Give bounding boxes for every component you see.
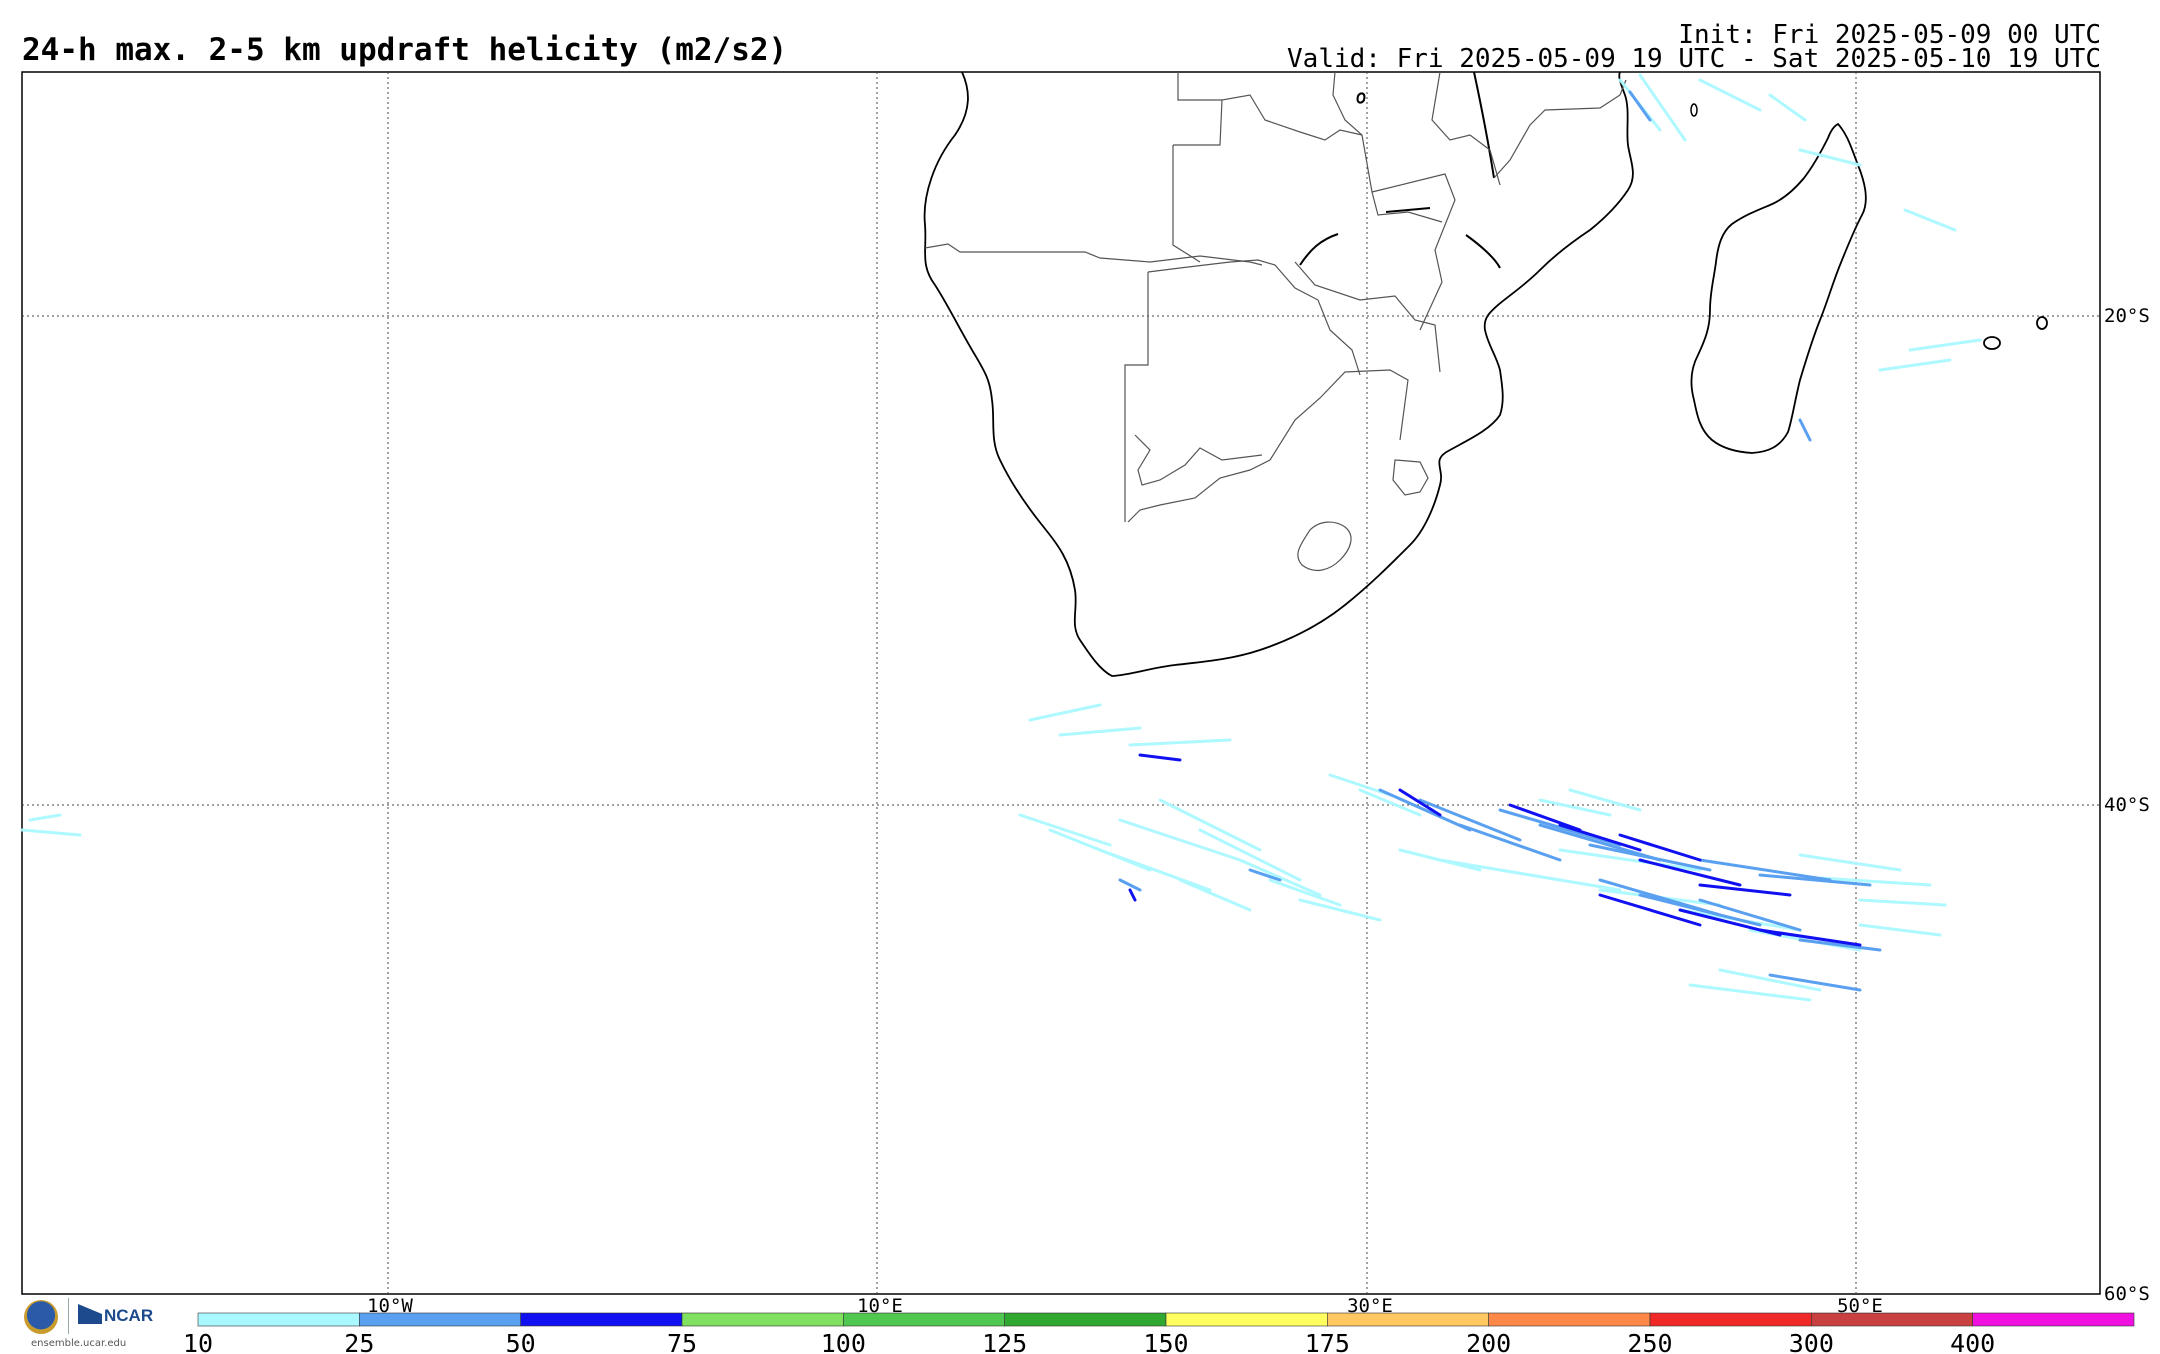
lon-label-10w: 10°W	[367, 1295, 413, 1317]
colorbar-swatch	[359, 1312, 521, 1327]
colorbar-tick-label: 75	[667, 1329, 697, 1354]
colorbar: 10 25 50 75 100 125 150 175 200 250 300 400	[183, 1312, 2135, 1354]
comoros-island	[1690, 103, 1698, 117]
lon-label-30e: 30°E	[1347, 1295, 1393, 1317]
nsf-logo-icon	[24, 1300, 58, 1334]
colorbar-swatch	[1649, 1312, 1812, 1327]
map-title: 24-h max. 2-5 km updraft helicity (m2/s2…	[22, 32, 788, 68]
ncar-logo-icon	[78, 1304, 102, 1324]
lat-label-20s: 20°S	[2104, 305, 2150, 327]
colorbar-swatch	[197, 1312, 360, 1327]
reunion-island	[1983, 336, 2001, 350]
lat-labels: 20°S 40°S 60°S	[2104, 305, 2150, 1305]
lon-labels: 10°W 10°E 30°E 50°E	[367, 1295, 1883, 1317]
lat-label-40s: 40°S	[2104, 794, 2150, 816]
valid-time: Valid: Fri 2025-05-09 19 UTC - Sat 2025-…	[1287, 44, 2101, 74]
colorbar-tick-label: 150	[1143, 1329, 1188, 1354]
colorbar-tick-label: 175	[1305, 1329, 1350, 1354]
colorbar-swatch	[1327, 1312, 1489, 1327]
ncar-logo-text: NCAR	[104, 1306, 154, 1325]
lake-kariba	[1299, 233, 1339, 266]
helicity-contours-mid	[1118, 90, 1882, 992]
lake-mweru	[1356, 92, 1366, 104]
colorbar-swatch	[1004, 1312, 1167, 1327]
map-frame	[21, 71, 2101, 1295]
helicity-contours-dark	[1128, 753, 1862, 947]
colorbar-tick-label: 250	[1627, 1329, 1672, 1354]
lake-malawi	[1473, 71, 1495, 179]
logo-divider	[68, 1298, 69, 1334]
lon-label-10e: 10°E	[857, 1295, 903, 1317]
lon-label-50e: 50°E	[1837, 1295, 1883, 1317]
mauritius-island	[2036, 316, 2048, 330]
helicity-contours-light	[20, 73, 1982, 1002]
colorbar-swatch	[520, 1312, 683, 1327]
logo-block: NCAR ensemble.ucar.edu	[22, 1296, 162, 1350]
colorbar-swatch	[843, 1312, 1005, 1327]
colorbar-tick-label: 200	[1466, 1329, 1511, 1354]
colorbar-swatch	[681, 1312, 844, 1327]
colorbar-tick-label: 10	[183, 1329, 213, 1354]
lat-label-60s: 60°S	[2104, 1283, 2150, 1305]
colorbar-tick-label: 300	[1789, 1329, 1834, 1354]
lake-cahora-bassa	[1385, 207, 1431, 213]
madagascar	[1690, 122, 1867, 454]
colorbar-tick-label: 125	[982, 1329, 1027, 1354]
colorbar-swatch	[1488, 1312, 1651, 1327]
colorbar-tick-label: 50	[506, 1329, 536, 1354]
graticule	[22, 72, 2100, 1294]
colorbar-tick-label: 100	[821, 1329, 866, 1354]
lake-shore-2	[1465, 234, 1501, 269]
colorbar-swatch	[1165, 1312, 1328, 1327]
country-borders	[924, 71, 1627, 572]
colorbar-swatch	[1811, 1312, 1973, 1327]
colorbar-tick-label: 25	[344, 1329, 374, 1354]
init-time: Init: Fri 2025-05-09 00 UTC	[1678, 20, 2101, 50]
africa-coastline	[923, 71, 1634, 677]
colorbar-tick-label: 400	[1950, 1329, 1995, 1354]
ensemble-url: ensemble.ucar.edu	[31, 1338, 127, 1349]
colorbar-swatch	[1972, 1312, 2135, 1327]
